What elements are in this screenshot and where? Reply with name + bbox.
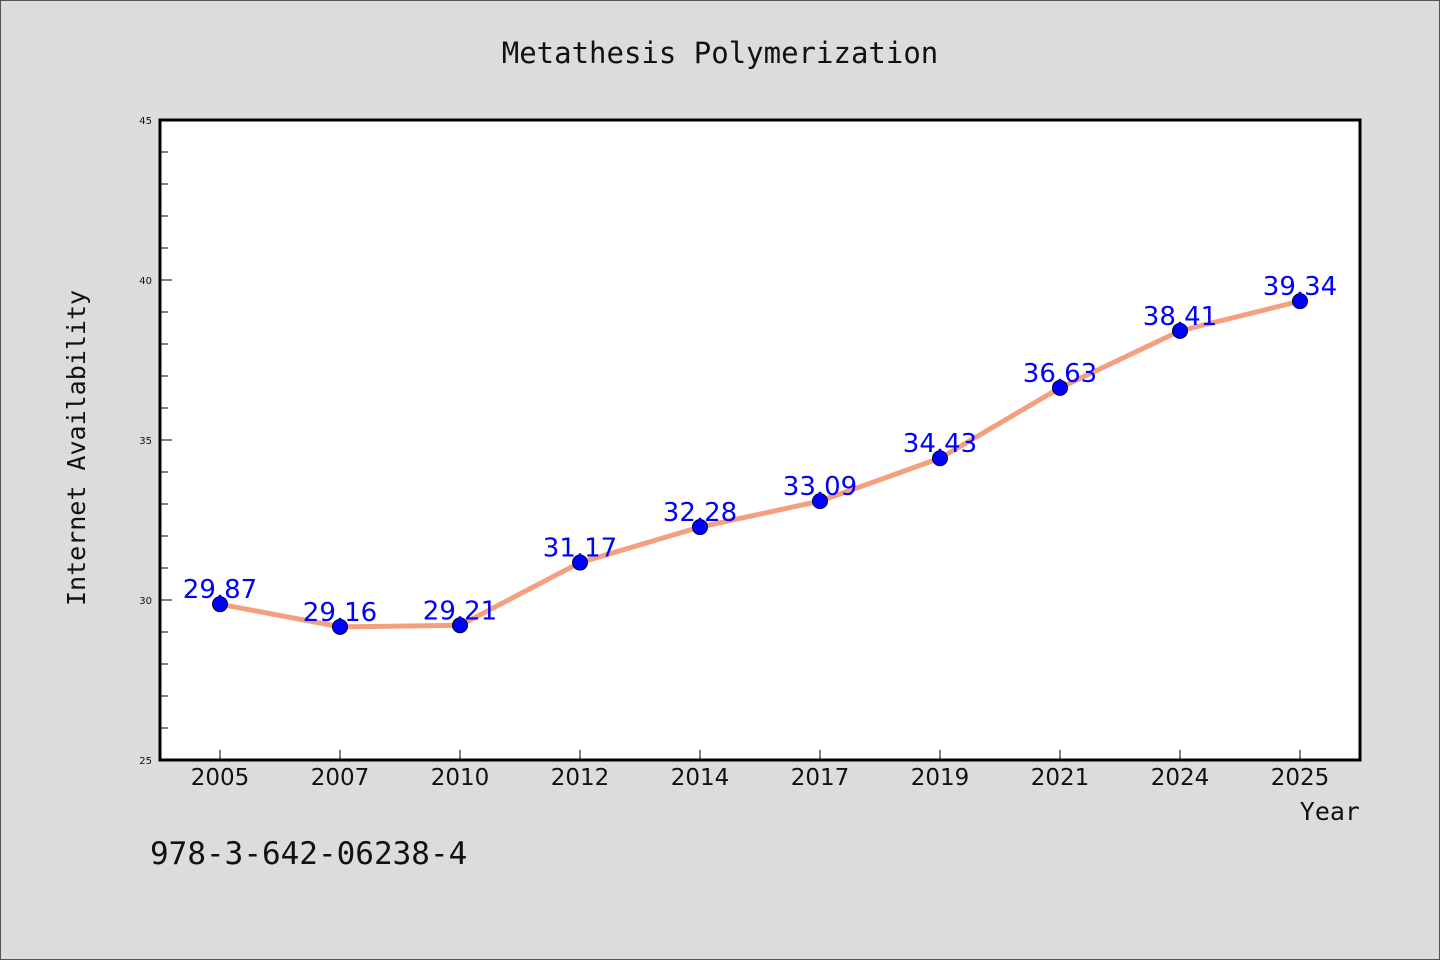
y-tick-label: 45 xyxy=(139,116,152,127)
x-tick-label: 2007 xyxy=(311,765,370,791)
x-axis: 2005 2007 2010 2012 2014 2017 2019 2021 2024 2025 xyxy=(191,750,1330,791)
chart-title: Metathesis Polymerization xyxy=(502,36,939,70)
isbn-annotation: 978-3-642-06238-4 xyxy=(150,836,467,872)
data-label: 39.34 xyxy=(1263,272,1337,302)
data-label: 32.28 xyxy=(663,498,737,528)
y-tick-label: 25 xyxy=(139,756,152,767)
x-tick-label: 2019 xyxy=(911,765,970,791)
x-tick-label: 2021 xyxy=(1031,765,1090,791)
series-line xyxy=(217,298,1303,630)
y-axis-label: Internet Availability xyxy=(62,290,91,606)
data-point xyxy=(692,519,708,536)
x-tick-label: 2014 xyxy=(671,765,730,791)
y-tick-label: 30 xyxy=(139,596,152,607)
x-axis-label: Year xyxy=(1300,797,1360,826)
data-point xyxy=(332,618,348,635)
data-point xyxy=(812,493,828,510)
series-layer xyxy=(212,293,1308,635)
data-label: 29.16 xyxy=(303,598,377,628)
y-tick-label: 35 xyxy=(139,436,152,447)
x-tick-label: 2024 xyxy=(1151,765,1210,791)
x-tick-label: 2010 xyxy=(431,765,490,791)
data-label: 34.43 xyxy=(903,429,977,459)
data-label: 38.41 xyxy=(1143,302,1217,332)
data-point xyxy=(1172,322,1188,339)
data-label: 36.63 xyxy=(1023,359,1097,389)
data-point xyxy=(932,450,948,467)
plot-area xyxy=(158,118,1362,762)
x-tick-label: 2017 xyxy=(791,765,850,791)
y-tick-label: 40 xyxy=(139,276,152,287)
data-label: 29.21 xyxy=(423,596,497,626)
data-label-layer: 29.87 29.16 29.21 31.17 32.28 33.09 34.43 36.63… xyxy=(183,272,1337,628)
x-tick-label: 2012 xyxy=(551,765,610,791)
data-point xyxy=(1292,293,1308,310)
data-point xyxy=(212,596,228,613)
data-label: 29.87 xyxy=(183,575,257,605)
x-tick-label: 2025 xyxy=(1271,765,1330,791)
x-tick-label: 2005 xyxy=(191,765,250,791)
data-label: 33.09 xyxy=(783,472,857,502)
data-point xyxy=(1052,379,1068,396)
y-axis: 25 30 35 40 45 xyxy=(139,116,172,767)
data-point xyxy=(452,617,468,634)
data-point xyxy=(572,554,588,571)
data-label: 31.17 xyxy=(543,534,617,564)
